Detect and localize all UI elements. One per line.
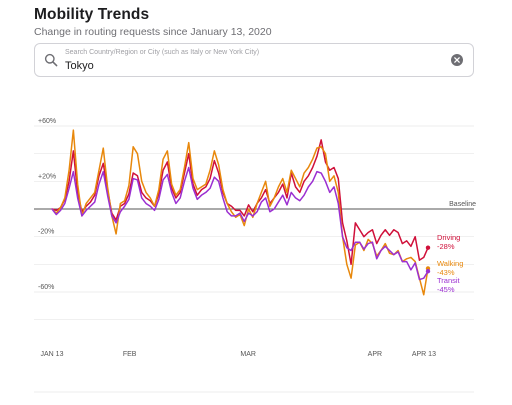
series-value-driving: -28% [437, 242, 455, 251]
x-tick-label: JAN 13 [41, 351, 64, 358]
series-label-walking: Walking [437, 259, 463, 268]
y-tick-label: -20% [38, 229, 54, 236]
y-tick-label: +60% [38, 118, 56, 125]
x-tick-label: APR 13 [412, 351, 436, 358]
search-input[interactable]: Search Country/Region or City (such as I… [34, 43, 474, 77]
clear-icon [454, 57, 460, 63]
search-value[interactable]: Tokyo [65, 60, 94, 72]
series-endpoint-driving [425, 245, 431, 250]
series-line-transit [51, 166, 429, 281]
series-label-transit: Transit [437, 276, 461, 285]
series-value-transit: -45% [437, 285, 455, 294]
y-tick-label: -60% [38, 284, 54, 291]
search-icon [44, 53, 58, 67]
search-placeholder: Search Country/Region or City (such as I… [65, 49, 260, 56]
x-tick-label: MAR [240, 351, 256, 358]
x-tick-label: FEB [123, 351, 137, 358]
series-label-driving: Driving [437, 233, 460, 242]
page-title: Mobility Trends [34, 6, 150, 23]
x-tick-label: APR [368, 351, 382, 358]
clear-search-button[interactable] [451, 54, 463, 66]
y-tick-label: +20% [38, 173, 56, 180]
series-endpoint-transit [425, 269, 431, 274]
baseline-label: Baseline [449, 201, 476, 208]
series-value-walking: -43% [437, 268, 455, 277]
page-subtitle: Change in routing requests since January… [34, 26, 272, 38]
series-line-driving [51, 139, 429, 266]
